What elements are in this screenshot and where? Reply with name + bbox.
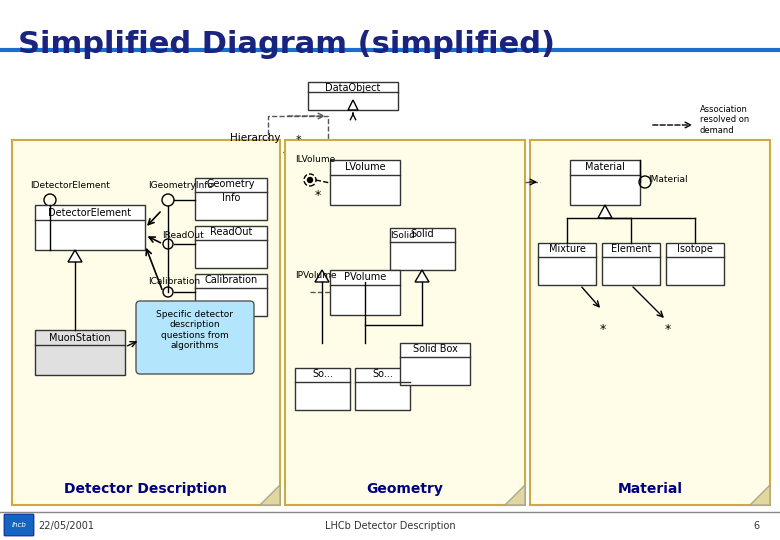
- FancyBboxPatch shape: [390, 228, 455, 270]
- Text: Solid: Solid: [411, 229, 434, 239]
- Polygon shape: [598, 205, 612, 218]
- Text: DataObject: DataObject: [325, 83, 381, 93]
- Text: Hierarchy: Hierarchy: [230, 133, 281, 143]
- Text: ReadOut: ReadOut: [210, 227, 252, 237]
- Text: *: *: [665, 323, 671, 336]
- Text: IGeometryInfo: IGeometryInfo: [148, 180, 213, 190]
- FancyBboxPatch shape: [35, 205, 145, 250]
- Text: IReadOut: IReadOut: [162, 231, 204, 240]
- Text: Association
resolved on
demand: Association resolved on demand: [700, 105, 750, 135]
- Text: Calibration: Calibration: [204, 275, 257, 285]
- Text: MuonStation: MuonStation: [49, 333, 111, 343]
- FancyBboxPatch shape: [285, 140, 525, 505]
- Text: Geometry: Geometry: [207, 179, 255, 189]
- FancyBboxPatch shape: [35, 330, 125, 375]
- Polygon shape: [315, 270, 329, 282]
- Text: IDetectorElement: IDetectorElement: [30, 180, 110, 190]
- Text: ISolid: ISolid: [390, 231, 415, 240]
- Text: So...: So...: [312, 369, 333, 379]
- Polygon shape: [505, 485, 525, 505]
- Text: Geometry: Geometry: [367, 482, 444, 496]
- Polygon shape: [260, 485, 280, 505]
- FancyBboxPatch shape: [570, 160, 640, 205]
- FancyBboxPatch shape: [538, 243, 596, 285]
- Polygon shape: [750, 485, 770, 505]
- FancyBboxPatch shape: [330, 160, 400, 205]
- Text: Detector Description: Detector Description: [65, 482, 228, 496]
- Text: ILVolume: ILVolume: [295, 156, 335, 165]
- Text: Isotope: Isotope: [677, 244, 713, 254]
- Text: Simplified Diagram (simplified): Simplified Diagram (simplified): [18, 30, 555, 59]
- Text: *: *: [600, 323, 606, 336]
- Text: Material: Material: [618, 482, 682, 496]
- Text: LHCb Detector Description: LHCb Detector Description: [324, 521, 456, 531]
- Text: lhcb: lhcb: [12, 522, 27, 528]
- FancyBboxPatch shape: [195, 178, 267, 220]
- FancyBboxPatch shape: [530, 140, 770, 505]
- Text: So...: So...: [372, 369, 393, 379]
- Text: Mixture: Mixture: [548, 244, 586, 254]
- Text: *: *: [315, 188, 321, 201]
- FancyBboxPatch shape: [602, 243, 660, 285]
- FancyBboxPatch shape: [355, 368, 410, 410]
- Text: IMaterial: IMaterial: [648, 176, 688, 185]
- FancyBboxPatch shape: [12, 140, 280, 505]
- Text: *: *: [295, 135, 301, 145]
- Text: Element: Element: [611, 244, 651, 254]
- Text: DetectorElement: DetectorElement: [48, 208, 132, 218]
- Text: Material: Material: [585, 162, 625, 172]
- Polygon shape: [68, 250, 82, 262]
- Circle shape: [307, 178, 313, 183]
- Text: Info: Info: [222, 193, 240, 203]
- FancyBboxPatch shape: [295, 368, 350, 410]
- FancyBboxPatch shape: [4, 514, 34, 536]
- Text: ICalibration: ICalibration: [148, 278, 200, 287]
- Text: IPVolume: IPVolume: [295, 271, 337, 280]
- Text: Specific detector
description
questions from
algorithms: Specific detector description questions …: [157, 310, 233, 350]
- Text: PVolume: PVolume: [344, 272, 386, 282]
- FancyBboxPatch shape: [195, 226, 267, 268]
- FancyBboxPatch shape: [330, 270, 400, 315]
- FancyBboxPatch shape: [136, 301, 254, 374]
- Text: 6: 6: [754, 521, 760, 531]
- Text: 22/05/2001: 22/05/2001: [38, 521, 94, 531]
- Polygon shape: [415, 270, 429, 282]
- Text: Solid Box: Solid Box: [413, 344, 457, 354]
- FancyBboxPatch shape: [400, 343, 470, 385]
- Polygon shape: [348, 100, 358, 110]
- Text: LVolume: LVolume: [345, 162, 385, 172]
- FancyBboxPatch shape: [666, 243, 724, 285]
- FancyBboxPatch shape: [308, 82, 398, 110]
- FancyBboxPatch shape: [195, 274, 267, 316]
